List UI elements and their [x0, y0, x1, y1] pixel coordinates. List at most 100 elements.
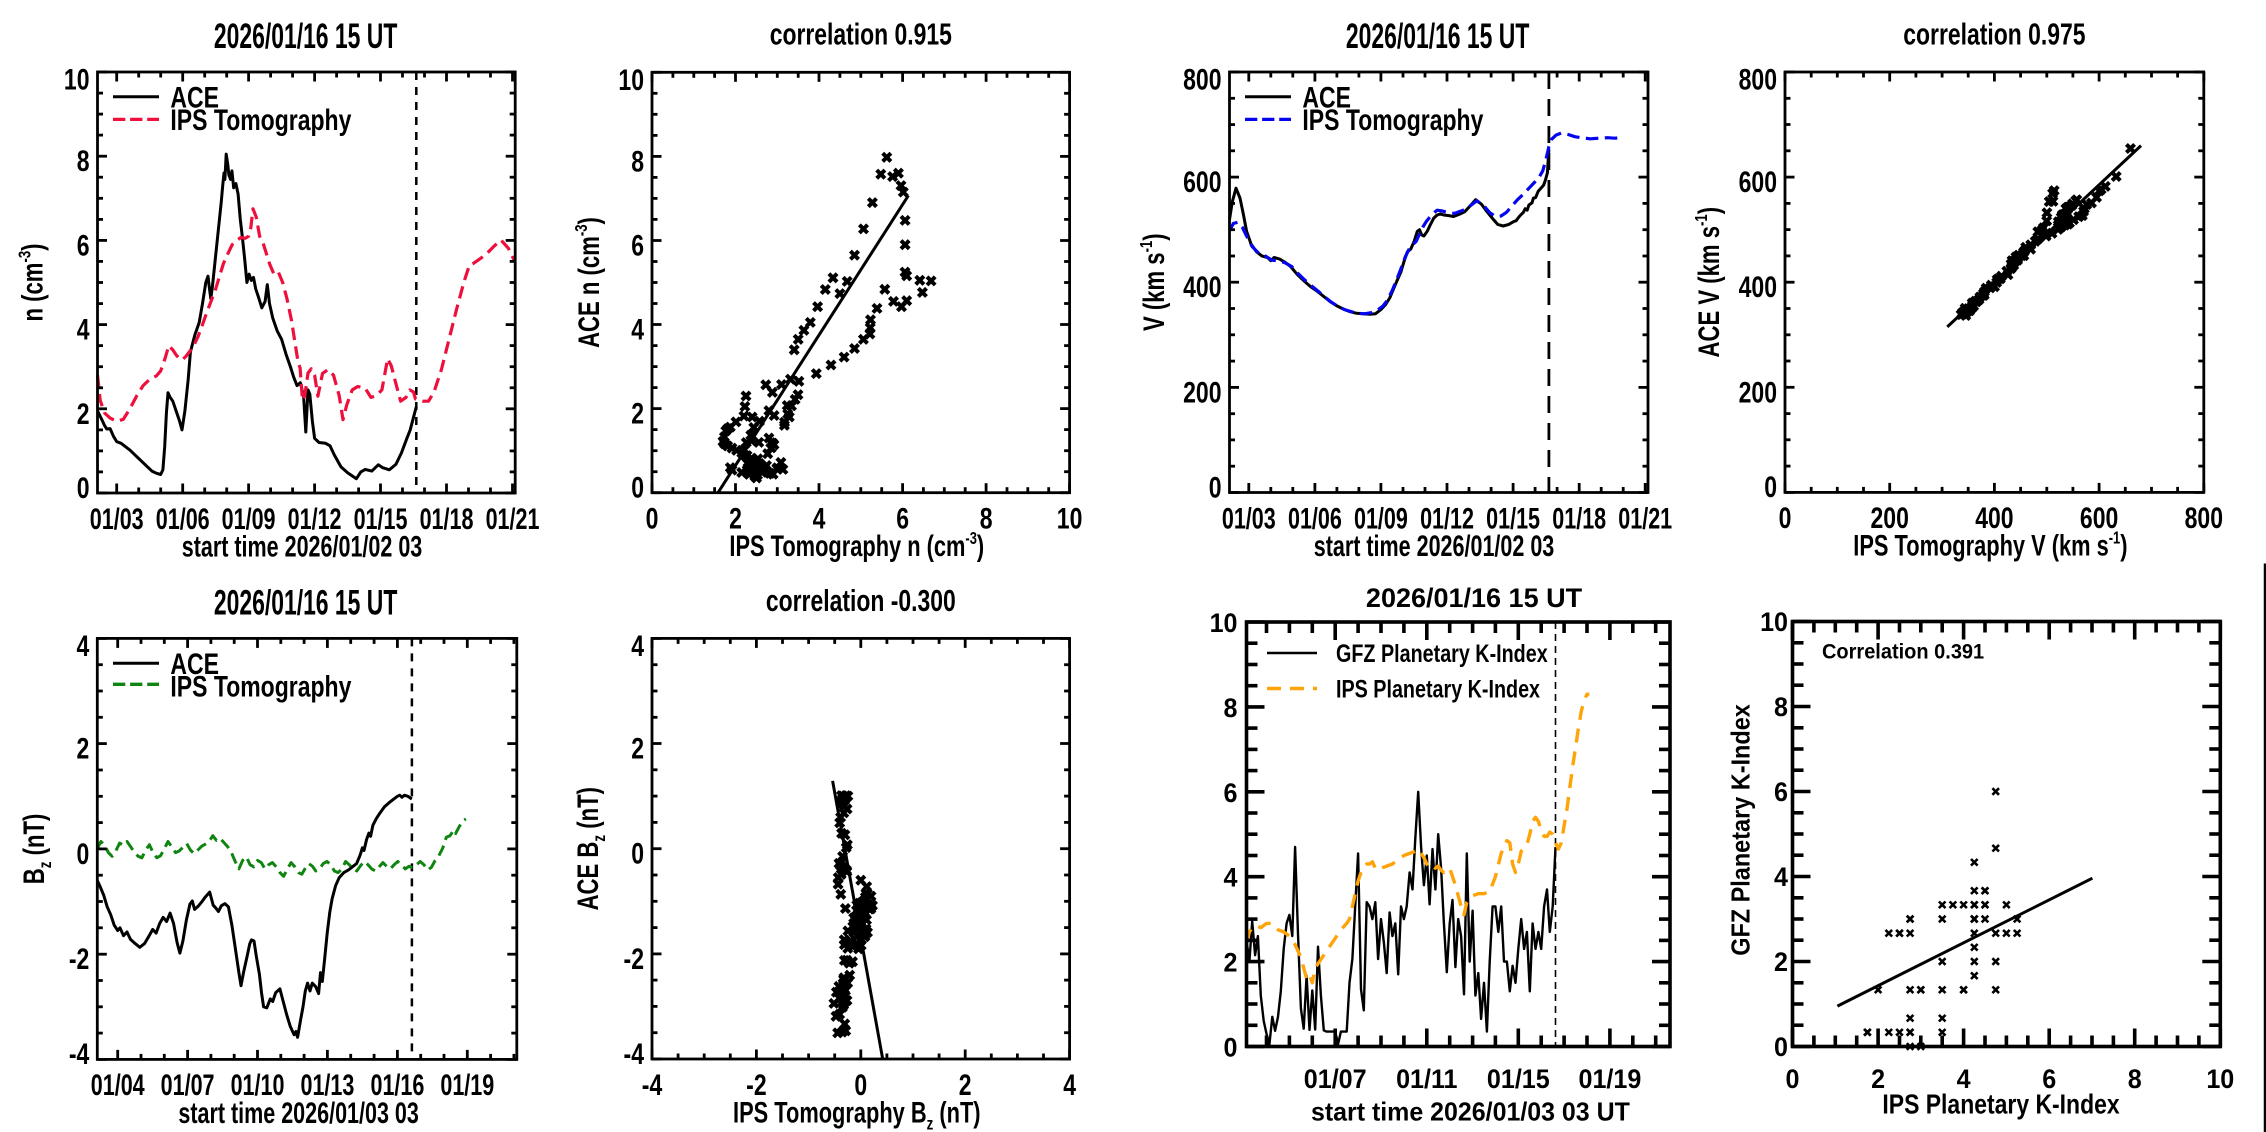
svg-text:IPS Planetary K-Index: IPS Planetary K-Index [1882, 1089, 2120, 1120]
svg-text:correlation 0.915: correlation 0.915 [770, 16, 952, 51]
svg-text:0: 0 [1764, 470, 1777, 503]
svg-text:start time 2026/01/02 03: start time 2026/01/02 03 [182, 531, 423, 563]
svg-text:2: 2 [76, 732, 89, 765]
svg-text:400: 400 [1739, 270, 1777, 303]
svg-text:0: 0 [1786, 1063, 1800, 1094]
svg-text:01/15: 01/15 [1487, 1063, 1550, 1094]
svg-text:4: 4 [77, 313, 90, 346]
svg-text:IPS Tomography: IPS Tomography [170, 670, 351, 703]
svg-text:4: 4 [1957, 1063, 1971, 1094]
svg-text:-4: -4 [642, 1068, 663, 1101]
svg-text:2: 2 [1774, 946, 1788, 977]
svg-text:400: 400 [1975, 501, 2013, 534]
svg-text:8: 8 [980, 502, 993, 535]
svg-text:-2: -2 [624, 942, 644, 975]
svg-text:01/21: 01/21 [1618, 503, 1672, 535]
svg-text:01/19: 01/19 [440, 1070, 494, 1102]
svg-text:6: 6 [1774, 776, 1788, 807]
svg-text:0: 0 [76, 837, 89, 870]
svg-text:start time 2026/01/02 03: start time 2026/01/02 03 [1314, 531, 1555, 563]
svg-text:01/11: 01/11 [1396, 1063, 1457, 1094]
svg-text:2026/01/16 15 UT: 2026/01/16 15 UT [1346, 17, 1530, 56]
svg-text:01/12: 01/12 [288, 504, 342, 536]
svg-text:01/13: 01/13 [300, 1070, 354, 1102]
svg-text:4: 4 [631, 313, 644, 346]
svg-text:2026/01/16 15 UT: 2026/01/16 15 UT [214, 17, 398, 56]
svg-text:0: 0 [1774, 1031, 1788, 1062]
svg-text:01/16: 01/16 [370, 1070, 424, 1102]
svg-text:IPS Tomography n (cm-3): IPS Tomography n (cm-3) [729, 529, 984, 563]
svg-text:01/06: 01/06 [156, 504, 210, 536]
svg-text:200: 200 [1183, 376, 1221, 409]
svg-text:GFZ Planetary K-Index: GFZ Planetary K-Index [1728, 704, 1756, 956]
svg-text:2: 2 [1224, 947, 1238, 978]
svg-text:01/07: 01/07 [161, 1070, 215, 1102]
svg-text:01/18: 01/18 [420, 504, 474, 536]
svg-text:4: 4 [813, 502, 826, 535]
svg-text:2: 2 [729, 502, 742, 535]
svg-text:01/21: 01/21 [486, 504, 540, 536]
svg-text:10: 10 [1057, 502, 1083, 535]
svg-text:0: 0 [854, 1068, 867, 1101]
svg-text:10: 10 [64, 63, 90, 96]
svg-text:ACE n (cm-3): ACE n (cm-3) [572, 217, 606, 348]
svg-text:8: 8 [631, 145, 644, 178]
svg-text:0: 0 [1779, 501, 1792, 534]
svg-text:8: 8 [77, 144, 90, 177]
svg-text:ACE: ACE [170, 647, 219, 680]
svg-text:start time 2026/01/03 03: start time 2026/01/03 03 [178, 1098, 419, 1130]
svg-text:Bz (nT): Bz (nT) [17, 814, 56, 885]
svg-text:600: 600 [1183, 165, 1221, 198]
svg-text:01/07: 01/07 [1304, 1063, 1367, 1094]
svg-text:01/19: 01/19 [1578, 1063, 1641, 1094]
svg-text:ACE Bz (nT): ACE Bz (nT) [571, 787, 610, 910]
svg-text:4: 4 [76, 629, 89, 662]
svg-text:2: 2 [77, 397, 90, 430]
svg-text:0: 0 [1209, 471, 1222, 504]
svg-text:8: 8 [1224, 692, 1238, 723]
svg-text:01/15: 01/15 [1486, 503, 1540, 535]
svg-text:10: 10 [1760, 606, 1788, 637]
svg-text:6: 6 [896, 502, 909, 535]
svg-text:GFZ Planetary K-Index: GFZ Planetary K-Index [1336, 640, 1548, 668]
svg-text:ACE: ACE [170, 81, 219, 114]
svg-text:2026/01/16 15 UT: 2026/01/16 15 UT [214, 584, 398, 623]
svg-text:Correlation 0.391: Correlation 0.391 [1822, 640, 1984, 664]
svg-text:600: 600 [2080, 501, 2118, 534]
svg-text:01/09: 01/09 [222, 504, 276, 536]
svg-text:400: 400 [1183, 270, 1221, 303]
svg-text:-4: -4 [624, 1037, 645, 1070]
svg-text:6: 6 [2042, 1063, 2056, 1094]
svg-text:6: 6 [77, 229, 90, 262]
svg-text:0: 0 [1224, 1032, 1238, 1063]
svg-text:IPS Planetary K-Index: IPS Planetary K-Index [1336, 675, 1540, 703]
svg-text:2: 2 [631, 397, 644, 430]
svg-text:800: 800 [1739, 63, 1777, 96]
svg-text:2: 2 [631, 732, 644, 765]
svg-text:6: 6 [631, 229, 644, 262]
svg-text:200: 200 [1739, 376, 1777, 409]
svg-text:4: 4 [1063, 1068, 1076, 1101]
svg-text:-4: -4 [69, 1037, 90, 1070]
svg-text:800: 800 [1183, 63, 1221, 96]
svg-text:200: 200 [1871, 501, 1909, 534]
svg-text:01/09: 01/09 [1354, 503, 1408, 535]
svg-text:correlation -0.300: correlation -0.300 [766, 582, 956, 617]
svg-text:2026/01/16 15 UT: 2026/01/16 15 UT [1366, 583, 1583, 613]
svg-text:correlation 0.975: correlation 0.975 [1903, 16, 2085, 51]
svg-text:0: 0 [631, 471, 644, 504]
svg-text:IPS Tomography: IPS Tomography [1302, 103, 1483, 136]
svg-text:-2: -2 [746, 1068, 766, 1101]
svg-text:01/15: 01/15 [354, 504, 408, 536]
svg-text:01/10: 01/10 [231, 1070, 285, 1102]
svg-text:6: 6 [1224, 777, 1238, 808]
svg-text:0: 0 [646, 502, 659, 535]
svg-text:8: 8 [2128, 1063, 2142, 1094]
svg-text:01/04: 01/04 [91, 1070, 145, 1102]
svg-text:2: 2 [1871, 1063, 1885, 1094]
svg-text:-2: -2 [69, 942, 89, 975]
svg-text:0: 0 [631, 837, 644, 870]
svg-text:8: 8 [1774, 691, 1788, 722]
svg-text:start time 2026/01/03 03 UT: start time 2026/01/03 03 UT [1311, 1098, 1630, 1127]
svg-text:600: 600 [1739, 165, 1777, 198]
